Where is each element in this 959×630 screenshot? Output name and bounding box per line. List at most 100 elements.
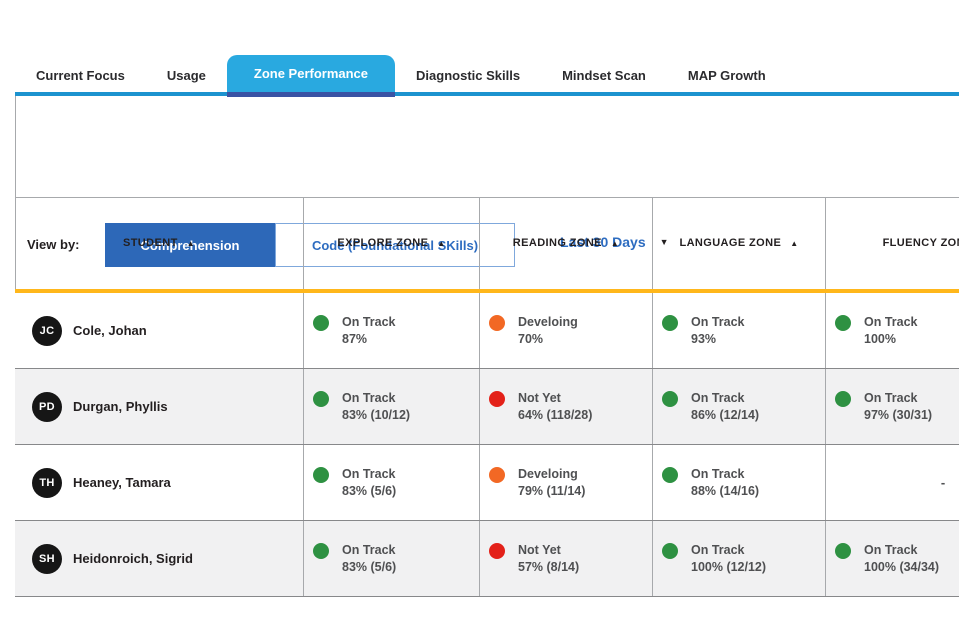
column-header-label: LANGUAGE ZONE — [679, 237, 782, 249]
status-dot-develoing — [489, 314, 505, 331]
status-dot-not-yet — [489, 542, 505, 559]
zone-cell: On Track 97% (30/31) — [825, 369, 959, 444]
column-header-fluency-zone-wo[interactable]: FLUENCY ZONE - WO — [825, 197, 959, 289]
student-name: Heidonroich, Sigrid — [73, 551, 193, 566]
zone-text: On Track 83% (10/12) — [342, 390, 410, 424]
zone-cell: On Track 93% — [652, 293, 825, 368]
view-by-toolbar: View by: Comprehension Code (Foundationa… — [0, 96, 959, 267]
status-dot-develoing — [489, 466, 505, 483]
zone-status: On Track 83% (5/6) — [313, 466, 396, 500]
zone-text: On Track 97% (30/31) — [864, 390, 932, 424]
zone-status: On Track 86% (12/14) — [662, 390, 759, 424]
zone-text: Not Yet 64% (118/28) — [518, 390, 592, 424]
status-dot-on-track — [835, 314, 851, 331]
zone-cell: On Track 83% (5/6) — [303, 445, 479, 520]
zone-cell: On Track 100% (12/12) — [652, 521, 825, 596]
zone-status: On Track 83% (10/12) — [313, 390, 410, 424]
table-row: PD Durgan, Phyllis On Track 83% (10/12) Not … — [15, 369, 959, 445]
status-detail: 83% (5/6) — [342, 559, 397, 574]
status-dot-on-track — [662, 314, 678, 331]
student-name: Durgan, Phyllis — [73, 399, 168, 414]
status-dot-on-track — [313, 542, 329, 559]
status-label: On Track — [691, 314, 745, 329]
student-cell: TH Heaney, Tamara — [15, 445, 303, 520]
column-header-label: FLUENCY ZONE - WO — [882, 237, 959, 249]
status-dot-on-track — [662, 466, 678, 483]
zone-status: On Track 93% — [662, 314, 745, 348]
sort-asc-icon: ▲ — [437, 238, 446, 248]
avatar: PD — [32, 391, 62, 422]
column-header-reading-zone[interactable]: READING ZONE ▲ — [479, 197, 652, 289]
zone-text: On Track 93% — [691, 314, 745, 348]
tab-current-focus[interactable]: Current Focus — [36, 68, 125, 83]
tab-map-growth[interactable]: MAP Growth — [687, 68, 766, 83]
view-by-label: View by: — [27, 237, 80, 252]
status-dot-on-track — [662, 390, 678, 407]
avatar: SH — [32, 543, 62, 574]
zone-status: On Track 100% — [835, 314, 918, 348]
student-cell: JC Cole, Johan — [15, 293, 303, 368]
zone-text: Develoing 79% (11/14) — [518, 466, 585, 500]
status-detail: 57% (8/14) — [518, 559, 580, 574]
table-row: JC Cole, Johan On Track 87% Develoing 70% On T… — [15, 293, 959, 369]
tab-usage[interactable]: Usage — [166, 68, 206, 83]
status-label: Not Yet — [518, 542, 561, 557]
status-detail: 83% (10/12) — [342, 407, 411, 422]
table-body: JC Cole, Johan On Track 87% Develoing 70% On T… — [15, 293, 959, 597]
zone-cell: Not Yet 57% (8/14) — [479, 521, 652, 596]
students-table: STUDENT ▲ EXPLORE ZONE ▲ READING ZONE ▲ LANGUA… — [15, 197, 959, 597]
status-label: Develoing — [518, 314, 578, 329]
date-range-dropdown[interactable]: Last 30 Days ▼ — [560, 234, 669, 250]
zone-status: Not Yet 57% (8/14) — [489, 542, 579, 576]
status-detail: 93% — [691, 331, 717, 346]
status-detail: 87% — [342, 331, 368, 346]
status-detail: 70% — [518, 331, 544, 346]
avatar: TH — [32, 467, 62, 498]
column-header-label: STUDENT — [122, 237, 178, 249]
zone-cell-empty: - — [825, 445, 959, 520]
column-header-explore-zone[interactable]: EXPLORE ZONE ▲ — [303, 197, 479, 289]
zone-text: Not Yet 57% (8/14) — [518, 542, 579, 576]
status-label: On Track — [691, 542, 745, 557]
status-dot-on-track — [662, 542, 678, 559]
status-label: On Track — [691, 466, 745, 481]
date-range-label: Last 30 Days — [560, 234, 646, 250]
tab-mindset-scan[interactable]: Mindset Scan — [562, 68, 646, 83]
zone-cell: On Track 100% — [825, 293, 959, 368]
zone-text: On Track 83% (5/6) — [342, 542, 396, 576]
header-accent-bar — [15, 289, 959, 293]
zone-text: On Track 100% (12/12) — [691, 542, 766, 576]
status-label: On Track — [864, 542, 918, 557]
avatar: JC — [32, 315, 62, 346]
status-dot-on-track — [835, 390, 851, 407]
status-label: Develoing — [518, 466, 578, 481]
status-label: Not Yet — [518, 390, 561, 405]
sort-asc-icon: ▲ — [186, 238, 196, 248]
zone-status: Not Yet 64% (118/28) — [489, 390, 592, 424]
column-header-student[interactable]: STUDENT ▲ — [15, 197, 303, 289]
student-cell: PD Durgan, Phyllis — [15, 369, 303, 444]
view-by-comprehension-button[interactable]: Comprehension — [105, 223, 275, 267]
status-dot-on-track — [835, 542, 851, 559]
zone-cell: On Track 88% (14/16) — [652, 445, 825, 520]
status-detail: 100% — [864, 331, 896, 346]
zone-cell: Develoing 70% — [479, 293, 652, 368]
zone-text: On Track 88% (14/16) — [691, 466, 759, 500]
view-by-code-button[interactable]: Code (Foundational SKills) — [275, 223, 515, 267]
sort-asc-icon: ▲ — [610, 238, 620, 248]
zone-status: On Track 97% (30/31) — [835, 390, 932, 424]
status-detail: 86% (12/14) — [691, 407, 760, 422]
tab-zone-performance[interactable]: Zone Performance — [226, 55, 396, 97]
tab-underline — [15, 92, 959, 96]
zone-cell: On Track 100% (34/34) — [825, 521, 959, 596]
student-name: Heaney, Tamara — [73, 475, 171, 490]
status-label: On Track — [691, 390, 745, 405]
zone-text: On Track 100% (34/34) — [864, 542, 939, 576]
zone-status: On Track 87% — [313, 314, 396, 348]
tab-diagnostic-skills[interactable]: Diagnostic Skills — [416, 68, 521, 83]
zone-cell: On Track 83% (5/6) — [303, 521, 479, 596]
column-header-language-zone[interactable]: LANGUAGE ZONE ▲ — [652, 197, 825, 289]
zone-text: On Track 83% (5/6) — [342, 466, 396, 500]
table-row: TH Heaney, Tamara On Track 83% (5/6) Develoi… — [15, 445, 959, 521]
